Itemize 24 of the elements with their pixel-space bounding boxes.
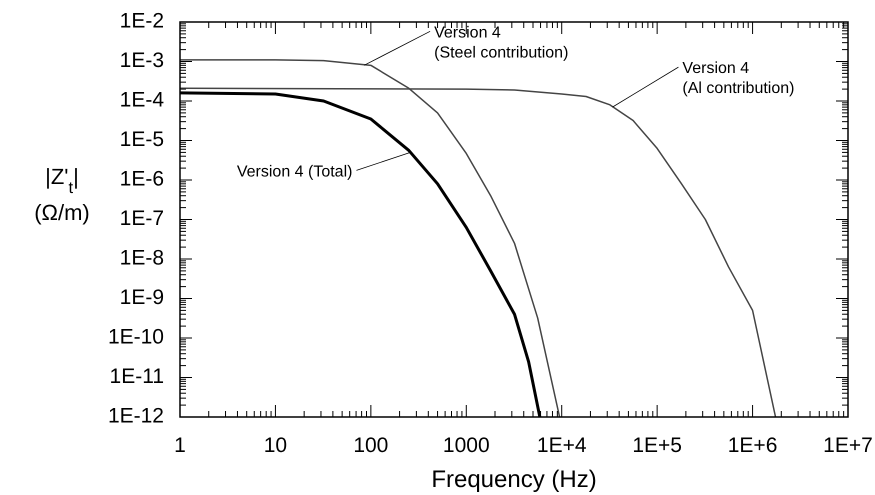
y-tick-label: 1E-5 <box>120 128 164 152</box>
y-tick-label: 1E-8 <box>120 246 164 270</box>
y-tick-label: 1E-9 <box>120 286 164 310</box>
x-axis-title: Frequency (Hz) <box>431 466 597 493</box>
y-tick-label: 1E-3 <box>120 49 164 72</box>
y-tick-label: 1E-10 <box>108 326 164 349</box>
y-axis-title: |Z'$_{t}$| (Ω/m) <box>34 164 90 225</box>
x-tick-label: 10 <box>264 434 288 457</box>
x-tick-label: 1E+6 <box>728 434 778 457</box>
annotation: Version 4 (Total) <box>236 163 352 180</box>
y-tick-label: 1E-7 <box>120 207 164 230</box>
x-tick-label: 100 <box>353 434 388 457</box>
y-tick-label: 1E-2 <box>120 10 164 33</box>
y-tick-label: 1E-11 <box>110 365 164 388</box>
y-tick-label: 1E-6 <box>120 168 164 191</box>
x-tick-label: 1E+4 <box>536 434 587 457</box>
x-tick-label: 1E+5 <box>632 434 682 457</box>
annotation: Version 4 (Steel contribution) <box>434 24 568 62</box>
y-tick-label: 1E-12 <box>108 404 164 428</box>
annotation: Version 4 (Al contribution) <box>682 60 794 98</box>
y-tick-label: 1E-4 <box>120 88 164 112</box>
x-tick-label: 1000 <box>442 434 490 457</box>
x-tick-label: 1E+7 <box>823 434 873 457</box>
x-tick-label: 1 <box>174 434 186 457</box>
